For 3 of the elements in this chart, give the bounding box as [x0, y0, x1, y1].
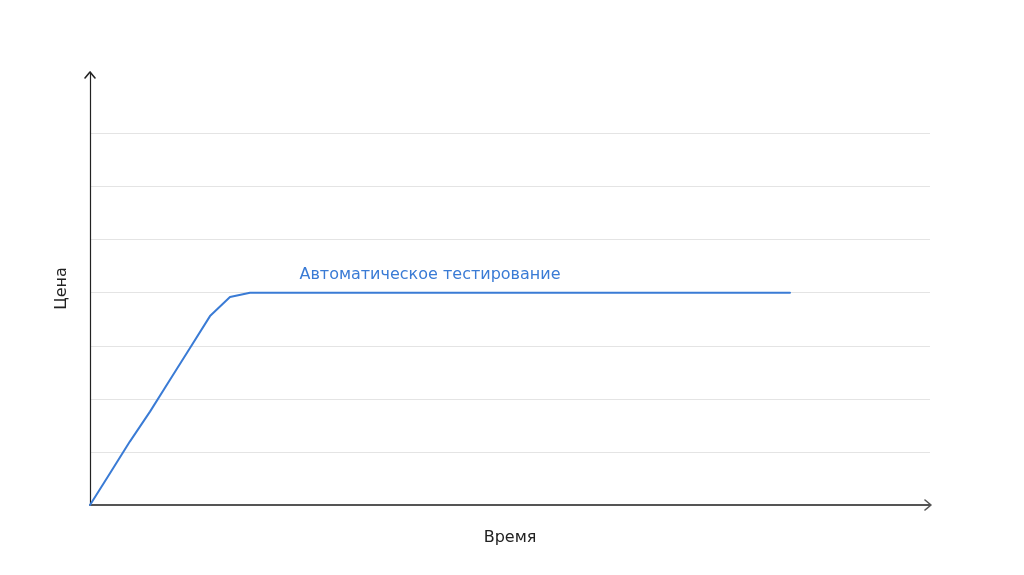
y-axis-title: Цена: [50, 267, 70, 310]
series-label: Автоматическое тестирование: [299, 264, 561, 284]
x-axis-title: Время: [483, 526, 537, 546]
